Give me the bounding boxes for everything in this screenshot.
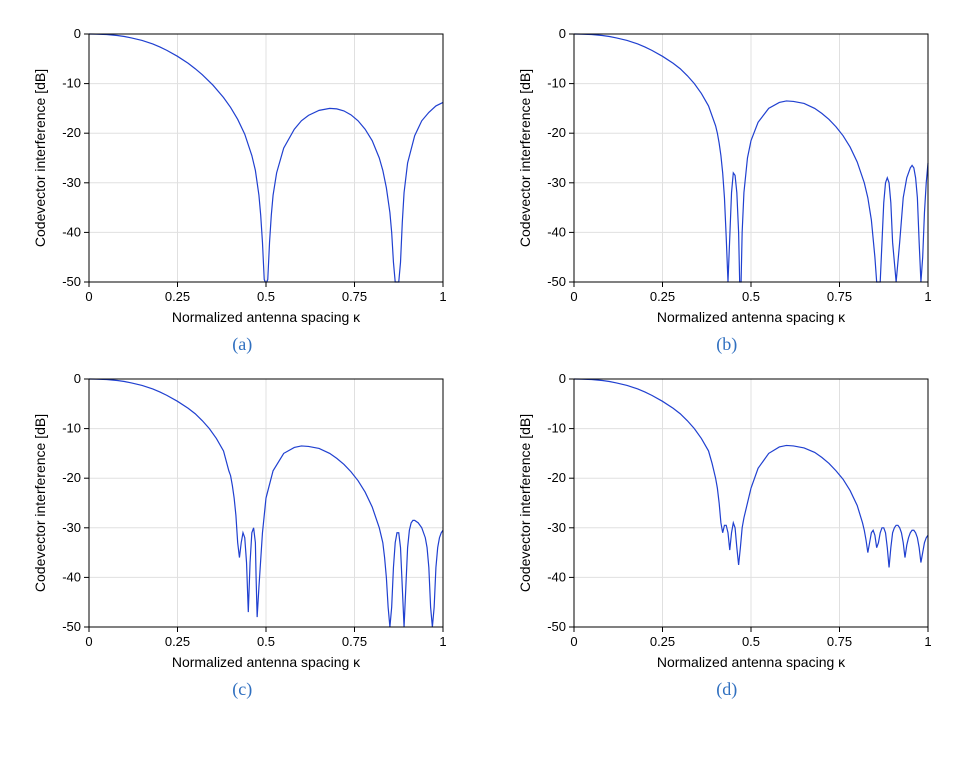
x-axis-label: Normalized antenna spacing κ: [657, 309, 846, 325]
chart-panel-d: 0 0.25 0.5 0.75 1 -50 -40 -30 -20 -10 0 Normalized …: [505, 365, 950, 700]
ytick-label: -40: [547, 569, 566, 584]
ytick-label: -20: [547, 470, 566, 485]
xtick-label: 0.5: [257, 289, 275, 304]
chart-svg-a: 0 0.25 0.5 0.75 1 -50 -40 -30 -20 -10 0 Normalized …: [27, 20, 457, 330]
chart-svg-c: 0 0.25 0.5 0.75 1 -50 -40 -30 -20 -10 0 Normalized …: [27, 365, 457, 675]
panel-sublabel-a: (a): [232, 334, 252, 355]
panel-sublabel-d: (d): [716, 679, 737, 700]
ytick-label: 0: [559, 26, 566, 41]
x-axis-label: Normalized antenna spacing κ: [657, 654, 846, 670]
xtick-label: 0.75: [342, 634, 367, 649]
xtick-label: 0.5: [257, 634, 275, 649]
xtick-label: 0: [570, 289, 577, 304]
ytick-label: -50: [62, 274, 81, 289]
xtick-label: 0.5: [742, 634, 760, 649]
ytick-label: -40: [62, 224, 81, 239]
panel-sublabel-b: (b): [716, 334, 737, 355]
ytick-label: 0: [74, 371, 81, 386]
y-axis-label: Codevector interference [dB]: [32, 414, 48, 592]
xtick-label: 0: [86, 634, 93, 649]
ytick-label: -10: [547, 76, 566, 91]
xtick-label: 1: [440, 634, 447, 649]
xtick-label: 1: [440, 289, 447, 304]
xtick-label: 1: [924, 289, 931, 304]
ytick-label: -50: [547, 274, 566, 289]
ytick-label: -20: [547, 125, 566, 140]
chart-svg-b: 0 0.25 0.5 0.75 1 -50 -40 -30 -20 -10 0 Normalized …: [512, 20, 942, 330]
ytick-label: -10: [62, 76, 81, 91]
xtick-label: 0: [86, 289, 93, 304]
chart-panel-a: 0 0.25 0.5 0.75 1 -50 -40 -30 -20 -10 0 Normalized …: [20, 20, 465, 355]
ytick-label: -30: [62, 520, 81, 535]
ytick-label: -20: [62, 470, 81, 485]
chart-panel-b: 0 0.25 0.5 0.75 1 -50 -40 -30 -20 -10 0 Normalized …: [505, 20, 950, 355]
ytick-label: -50: [62, 619, 81, 634]
xtick-label: 0.25: [165, 289, 190, 304]
y-axis-label: Codevector interference [dB]: [32, 69, 48, 247]
x-axis-label: Normalized antenna spacing κ: [172, 654, 361, 670]
x-axis-label: Normalized antenna spacing κ: [172, 309, 361, 325]
ytick-label: -50: [547, 619, 566, 634]
ytick-label: -10: [62, 421, 81, 436]
ytick-label: -10: [547, 421, 566, 436]
ytick-label: -30: [62, 175, 81, 190]
ytick-label: -20: [62, 125, 81, 140]
xtick-label: 0.25: [650, 634, 675, 649]
xtick-label: 1: [924, 634, 931, 649]
ytick-label: -40: [62, 569, 81, 584]
ytick-label: 0: [559, 371, 566, 386]
xtick-label: 0.25: [165, 634, 190, 649]
ytick-label: -30: [547, 520, 566, 535]
xtick-label: 0.5: [742, 289, 760, 304]
chart-svg-d: 0 0.25 0.5 0.75 1 -50 -40 -30 -20 -10 0 Normalized …: [512, 365, 942, 675]
xtick-label: 0: [570, 634, 577, 649]
ytick-label: -40: [547, 224, 566, 239]
xtick-label: 0.75: [827, 289, 852, 304]
chart-panel-c: 0 0.25 0.5 0.75 1 -50 -40 -30 -20 -10 0 Normalized …: [20, 365, 465, 700]
ytick-label: -30: [547, 175, 566, 190]
y-axis-label: Codevector interference [dB]: [517, 414, 533, 592]
y-axis-label: Codevector interference [dB]: [517, 69, 533, 247]
ytick-label: 0: [74, 26, 81, 41]
xtick-label: 0.75: [342, 289, 367, 304]
xtick-label: 0.25: [650, 289, 675, 304]
xtick-label: 0.75: [827, 634, 852, 649]
panel-sublabel-c: (c): [232, 679, 252, 700]
